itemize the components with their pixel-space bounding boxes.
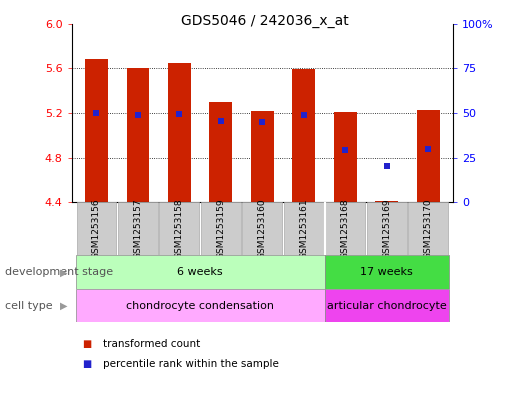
Bar [325,202,365,255]
Text: percentile rank within the sample: percentile rank within the sample [103,358,279,369]
Text: GSM1253159: GSM1253159 [216,198,225,259]
Bar [76,202,117,255]
Text: GDS5046 / 242036_x_at: GDS5046 / 242036_x_at [181,14,349,28]
Bar [76,289,324,322]
Bar [209,102,232,202]
Bar [417,110,440,202]
Text: GSM1253158: GSM1253158 [175,198,184,259]
Text: GSM1253168: GSM1253168 [341,198,350,259]
Text: chondrocyte condensation: chondrocyte condensation [126,301,274,310]
Text: GSM1253160: GSM1253160 [258,198,267,259]
Text: 6 weeks: 6 weeks [178,267,223,277]
Text: cell type: cell type [5,301,53,311]
Text: GSM1253156: GSM1253156 [92,198,101,259]
Bar [367,202,407,255]
Text: 17 weeks: 17 weeks [360,267,413,277]
Text: GSM1253157: GSM1253157 [134,198,143,259]
Text: GSM1253170: GSM1253170 [424,198,433,259]
Text: ▶: ▶ [60,267,67,277]
Bar [375,201,398,202]
Text: ■: ■ [82,339,91,349]
Bar [201,202,241,255]
Text: ▶: ▶ [60,301,67,311]
Bar [251,111,274,202]
Bar [284,202,324,255]
Bar [334,112,357,202]
Text: GSM1253161: GSM1253161 [299,198,308,259]
Text: articular chondrocyte: articular chondrocyte [327,301,447,310]
Bar [118,202,158,255]
Bar [293,70,315,202]
Bar [324,289,449,322]
Text: transformed count: transformed count [103,339,200,349]
Bar [408,202,448,255]
Bar [76,255,324,289]
Bar [127,68,149,202]
Text: ■: ■ [82,358,91,369]
Bar [168,63,191,202]
Bar [242,202,282,255]
Bar [160,202,199,255]
Bar [324,255,449,289]
Text: GSM1253169: GSM1253169 [382,198,391,259]
Bar [85,59,108,202]
Text: development stage: development stage [5,267,113,277]
